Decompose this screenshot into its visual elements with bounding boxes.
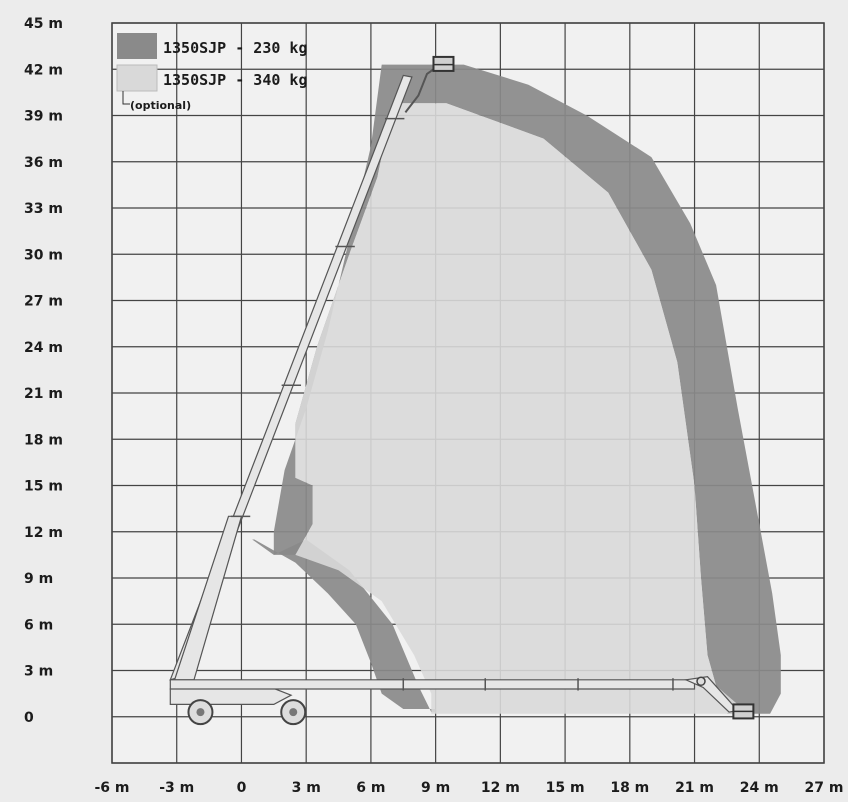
y-tick-label: 30 m [24, 247, 63, 263]
wheel-rear-hub [196, 708, 205, 717]
x-tick-label: 3 m [292, 780, 321, 796]
y-axis-ticks: 45 m 42 m 39 m 36 m 33 m 30 m 27 m 24 m 21 m 18 m… [24, 16, 63, 726]
legend-swatch-230kg [117, 33, 157, 59]
jib-raised [404, 68, 435, 114]
legend-label-340kg: 1350SJP - 340 kg [163, 71, 308, 89]
legend-swatch-340kg [116, 64, 158, 92]
legend-note-bracket [122, 91, 130, 105]
x-tick-label: 27 m [805, 780, 844, 796]
x-tick-label: 24 m [740, 780, 779, 796]
envelope-230kg-outer [273, 64, 781, 714]
jib-pivot [696, 676, 706, 687]
y-tick-label: 3 m [24, 664, 53, 680]
envelope-230kg-inner [252, 539, 436, 713]
y-tick-label: 6 m [24, 617, 53, 633]
x-tick-label: -3 m [159, 780, 194, 796]
x-tick-label: 9 m [421, 780, 450, 796]
y-tick-label: 21 m [24, 386, 63, 402]
legend-label-230kg: 1350SJP - 230 kg [163, 39, 308, 57]
x-axis-ticks: -6 m -3 m 0 3 m 6 m 9 m 12 m 15 m 18 m 21 m 24 m 27… [94, 780, 843, 796]
y-tick-label: 39 m [24, 109, 63, 125]
y-tick-label: 45 m [24, 16, 63, 32]
lift-machine [169, 55, 755, 726]
x-tick-label: 18 m [610, 780, 649, 796]
boom-horizontal [169, 679, 696, 690]
envelope-areas [252, 64, 781, 714]
y-tick-label: 9 m [24, 571, 53, 587]
legend: 1350SJP - 230 kg 1350SJP - 340 kg (optio… [116, 33, 308, 112]
y-tick-label: 0 [24, 710, 34, 726]
y-tick-label: 42 m [24, 62, 63, 78]
x-tick-label: 15 m [546, 780, 585, 796]
y-tick-label: 33 m [24, 201, 63, 217]
x-tick-label: 12 m [481, 780, 520, 796]
legend-note-optional: (optional) [130, 99, 191, 112]
y-tick-label: 27 m [24, 294, 63, 310]
x-tick-label: -6 m [94, 780, 129, 796]
y-tick-label: 24 m [24, 340, 63, 356]
wheel-front-hub [289, 708, 298, 717]
envelope-340kg [295, 103, 738, 714]
y-tick-label: 18 m [24, 432, 63, 448]
y-tick-label: 36 m [24, 155, 63, 171]
x-tick-label: 0 [237, 780, 247, 796]
x-tick-label: 21 m [675, 780, 714, 796]
y-tick-label: 15 m [24, 479, 63, 495]
y-tick-label: 12 m [24, 525, 63, 541]
x-tick-label: 6 m [356, 780, 385, 796]
